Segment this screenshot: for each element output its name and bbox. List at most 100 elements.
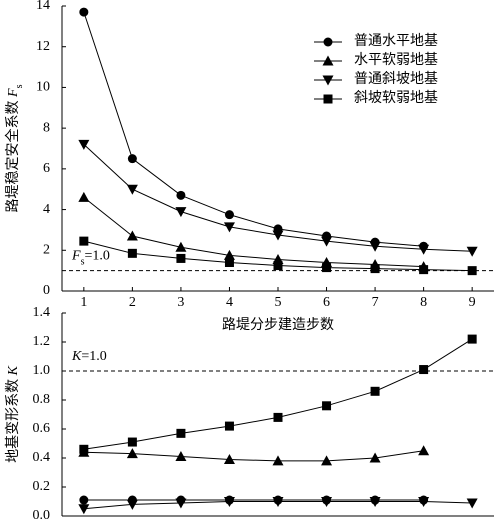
x-tick-label: 5 [275, 295, 282, 310]
marker [418, 244, 430, 255]
series-line [83, 196, 424, 268]
marker [466, 498, 478, 509]
marker [223, 249, 235, 260]
marker [78, 504, 90, 515]
marker [321, 497, 333, 507]
y-tick-label: 10 [36, 80, 50, 95]
marker [126, 499, 138, 510]
marker [322, 55, 334, 66]
marker [419, 365, 429, 375]
reference-label-part: =1.0 [84, 249, 109, 264]
marker [224, 421, 234, 431]
marker [322, 263, 332, 273]
marker [273, 261, 283, 271]
marker [321, 236, 333, 247]
marker [272, 455, 284, 466]
marker [79, 495, 89, 505]
series-line [83, 338, 473, 450]
x-tick-label: 3 [177, 295, 184, 310]
marker [223, 453, 235, 464]
x-tick-label: 4 [226, 295, 233, 310]
marker [78, 139, 90, 150]
marker [79, 236, 89, 246]
marker [467, 266, 477, 276]
marker [176, 190, 186, 200]
y-tick-label: 0.6 [33, 421, 51, 436]
marker [175, 498, 187, 509]
marker [369, 452, 381, 463]
x-tick-label: 1 [80, 295, 87, 310]
marker [127, 437, 137, 447]
x-tick-label: 9 [469, 295, 476, 310]
marker [322, 75, 334, 86]
marker [321, 455, 333, 466]
marker [418, 445, 430, 456]
marker [175, 451, 187, 462]
y-tick-label: 4 [43, 202, 50, 217]
marker [272, 497, 284, 507]
marker [175, 241, 187, 252]
x-tick-label: 2 [129, 295, 136, 310]
marker [223, 497, 235, 507]
y-tick-label: 0 [43, 283, 50, 298]
marker [79, 444, 89, 454]
y-axis-label-part: 路堤稳定安全系数 [4, 97, 21, 213]
marker [322, 401, 332, 411]
reference-label: K=1.0 [71, 349, 107, 364]
marker [370, 264, 380, 274]
series-line [83, 11, 424, 247]
marker [126, 448, 138, 459]
marker [127, 154, 137, 164]
y-tick-label: 0.4 [33, 450, 51, 465]
x-tick-label: 8 [420, 295, 427, 310]
marker [78, 191, 90, 202]
y-tick-label: 0.2 [33, 479, 51, 494]
y-axis-label: 路堤稳定安全系数 Fs [4, 84, 25, 212]
legend-label: 斜坡软弱地基 [354, 89, 438, 106]
y-tick-label: 1.4 [33, 305, 51, 320]
legend-label: 水平软弱地基 [354, 51, 438, 68]
legend-label: 普通斜坡地基 [354, 70, 438, 87]
legend-label: 普通水平地基 [354, 32, 438, 49]
y-tick-label: 6 [43, 161, 50, 176]
reference-label-part: K [71, 349, 82, 364]
marker [126, 230, 138, 241]
marker [175, 207, 187, 218]
y-tick-label: 1.2 [33, 334, 51, 349]
y-axis-label-part: s [14, 84, 25, 88]
marker [467, 334, 477, 344]
marker [323, 37, 333, 47]
y-axis-label-part: K [6, 365, 21, 376]
marker [419, 265, 429, 275]
reference-label: Fs=1.0 [71, 249, 110, 268]
reference-label-part: F [71, 249, 81, 264]
marker [273, 412, 283, 422]
series-line [83, 450, 424, 462]
x-tick-label: 7 [372, 295, 379, 310]
marker [466, 246, 478, 257]
y-axis-label-part: 地基变形系数 [4, 375, 21, 463]
marker [176, 253, 186, 263]
x-axis-label: 路堤分步建造步数 [222, 317, 334, 333]
marker [224, 258, 234, 267]
reference-label-part: =1.0 [81, 349, 106, 364]
y-tick-label: 8 [43, 120, 50, 135]
marker [369, 497, 381, 507]
y-tick-label: 12 [36, 39, 50, 54]
marker [223, 222, 235, 233]
y-axis-label-part: F [6, 88, 21, 98]
marker [272, 230, 284, 241]
y-tick-label: 1.0 [33, 363, 51, 378]
marker [418, 497, 430, 507]
marker [79, 7, 89, 17]
y-axis-label: 地基变形系数 K [4, 365, 21, 463]
y-tick-label: 0.0 [33, 508, 51, 520]
x-tick-label: 6 [323, 295, 330, 310]
y-tick-label: 2 [43, 243, 50, 258]
y-tick-label: 0.8 [33, 392, 51, 407]
y-tick-label: 14 [36, 0, 50, 13]
marker [370, 386, 380, 396]
marker [369, 241, 381, 252]
reference-label-part: s [81, 256, 85, 267]
